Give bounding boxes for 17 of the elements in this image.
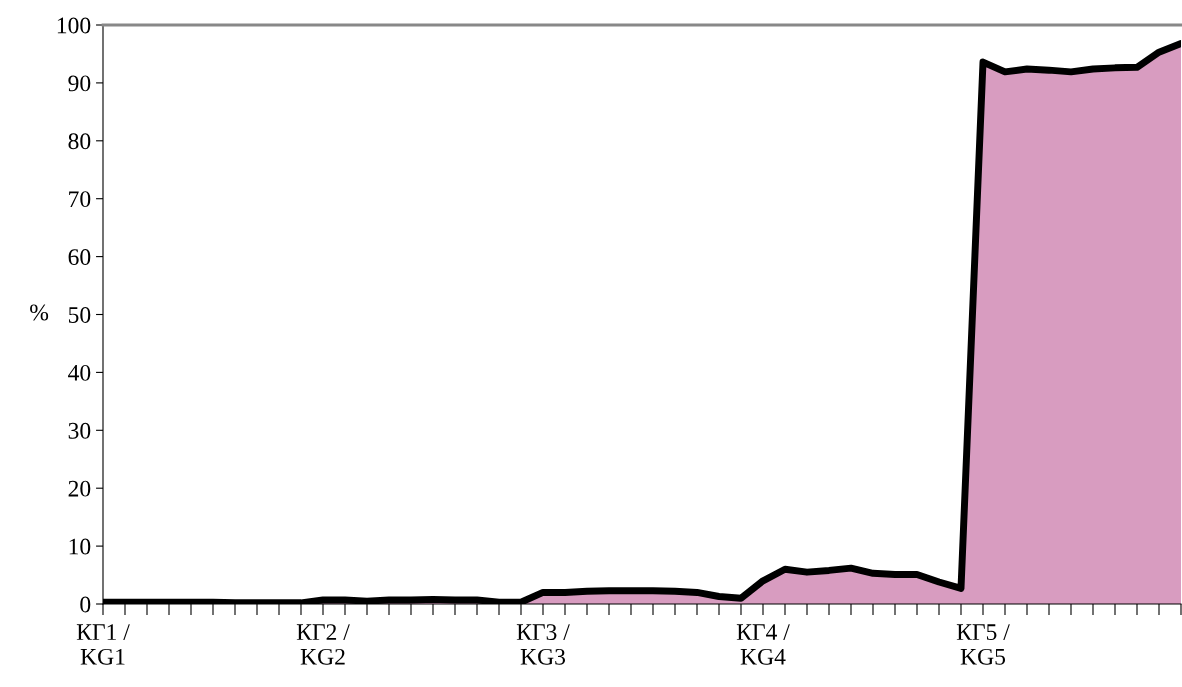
- y-tick-label: 30: [68, 422, 91, 439]
- y-axis-title: %: [30, 304, 49, 321]
- x-tick-label: КГ4 / KG4: [736, 624, 790, 665]
- y-tick-label: 50: [68, 306, 91, 323]
- y-tick-label: 0: [80, 596, 91, 613]
- x-tick-label: КГ5 / KG5: [956, 624, 1010, 665]
- y-tick-label: 60: [68, 249, 91, 266]
- x-tick-label: КГ2 / KG2: [296, 624, 350, 665]
- y-tick-label: 20: [68, 480, 91, 497]
- x-tick-label: КГ1 / KG1: [76, 624, 130, 665]
- y-tick-label: 80: [68, 133, 91, 150]
- y-tick-label: 10: [69, 538, 91, 555]
- y-tick-label: 100: [57, 17, 91, 34]
- y-tick-label: 90: [68, 75, 91, 92]
- x-tick-label: КГ3 / KG3: [516, 624, 570, 665]
- y-tick-label: 70: [69, 191, 91, 208]
- y-tick-label: 40: [68, 364, 91, 381]
